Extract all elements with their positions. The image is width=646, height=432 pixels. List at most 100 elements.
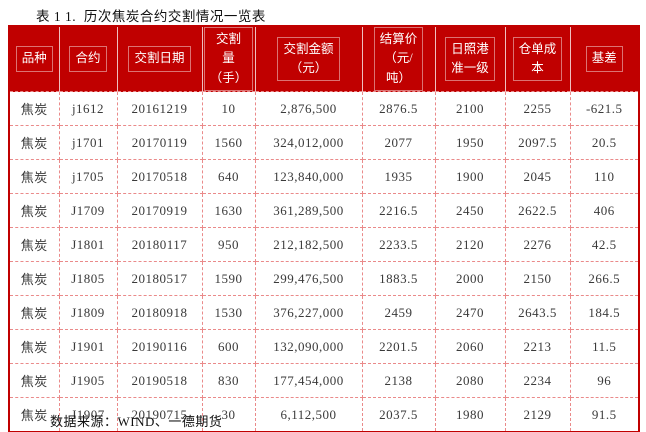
table-cell: 2255 <box>504 91 571 127</box>
table-cell: 184.5 <box>569 295 640 331</box>
table-cell: 361,289,500 <box>254 193 363 229</box>
header-cell-variety: 品种 <box>9 26 60 92</box>
table-row: 焦炭 j1701 20170119 1560 324,012,000 2077 1950 20… <box>8 125 640 161</box>
table-cell: 焦炭 <box>8 193 60 229</box>
table-row: 焦炭 J1805 20180517 1590 299,476,500 1883.5 2000… <box>8 261 640 297</box>
table-cell: 焦炭 <box>8 159 60 195</box>
table-cell: 1630 <box>201 193 256 229</box>
table-cell: 2876.5 <box>361 91 436 127</box>
header-label: 日照港 准一级 <box>445 36 495 82</box>
table-cell: 2643.5 <box>504 295 571 331</box>
table-cell: 2060 <box>434 329 506 365</box>
table-cell: 1950 <box>434 125 506 161</box>
table-cell: 焦炭 <box>8 329 60 365</box>
table-cell: 1980 <box>434 397 506 432</box>
table-cell: 640 <box>201 159 256 195</box>
table-row: 焦炭 J1709 20170919 1630 361,289,500 2216.5 2450… <box>8 193 640 229</box>
table-cell: 20170919 <box>116 193 203 229</box>
table-cell: 20190715 <box>116 397 203 432</box>
header-cell-rizhao-port-grade: 日照港 准一级 <box>435 26 506 92</box>
table-cell: 2216.5 <box>361 193 436 229</box>
table-cell: 2150 <box>504 261 571 297</box>
table-header: 品种 合约 交割日期 交割 量 （手） 交割金额 （元） 结算价 （元/ 吨） … <box>9 26 639 92</box>
table-row: 焦炭 j1612 20161219 10 2,876,500 2876.5 2100 2255… <box>8 91 640 127</box>
table-cell: j1612 <box>58 91 118 127</box>
table-cell: 2037.5 <box>361 397 436 432</box>
table-cell: 1900 <box>434 159 506 195</box>
header-label: 仓单成 本 <box>512 36 563 82</box>
header-cell-warehouse-receipt-cost: 仓单成 本 <box>505 26 571 92</box>
table-cell: 20.5 <box>569 125 640 161</box>
table-cell: 6,112,500 <box>254 397 363 432</box>
table-cell: 20170518 <box>116 159 203 195</box>
table-cell: 600 <box>201 329 256 365</box>
table-cell: 1590 <box>201 261 256 297</box>
table-cell: 焦炭 <box>8 295 60 331</box>
table-row: 焦炭 J1905 20190518 830 177,454,000 2138 2080 223… <box>8 363 640 399</box>
table-cell: 2000 <box>434 261 506 297</box>
table-cell: 91.5 <box>569 397 640 432</box>
data-source-note: 数据来源：WIND、一德期货 <box>50 414 223 429</box>
header-cell-settlement-price: 结算价 （元/ 吨） <box>362 26 436 92</box>
table-cell: 950 <box>201 227 256 263</box>
header-cell-delivery-date: 交割日期 <box>117 26 203 92</box>
table-cell: 2097.5 <box>504 125 571 161</box>
header-cell-contract: 合约 <box>59 26 118 92</box>
table-row: 焦炭 J1901 20190116 600 132,090,000 2201.5 2060 2… <box>8 329 640 365</box>
table-cell: J1801 <box>58 227 118 263</box>
table-cell: 焦炭 <box>8 91 60 127</box>
table-cell: 177,454,000 <box>254 363 363 399</box>
table-cell: 2234 <box>504 363 571 399</box>
table-cell: 406 <box>569 193 640 229</box>
table-cell: J1809 <box>58 295 118 331</box>
header-cell-delivery-volume: 交割 量 （手） <box>202 26 256 92</box>
table-cell: J1905 <box>58 363 118 399</box>
table-cell: 焦炭 <box>8 397 60 432</box>
table-cell: 20190518 <box>116 363 203 399</box>
table-cell: 2450 <box>434 193 506 229</box>
table-cell: J1805 <box>58 261 118 297</box>
table-cell: 96 <box>569 363 640 399</box>
header-label: 合约 <box>69 46 107 72</box>
table-cell: 2129 <box>504 397 571 432</box>
table-cell: 20180117 <box>116 227 203 263</box>
header-label: 交割日期 <box>128 46 191 72</box>
table-cell: 20170119 <box>116 125 203 161</box>
table-cell: 1883.5 <box>361 261 436 297</box>
table-cell: 20180918 <box>116 295 203 331</box>
table-cell: 焦炭 <box>8 261 60 297</box>
table-cell: 11.5 <box>569 329 640 365</box>
delivery-history-table: 品种 合约 交割日期 交割 量 （手） 交割金额 （元） 结算价 （元/ 吨） … <box>8 25 640 432</box>
header-label: 交割 量 （手） <box>203 27 254 92</box>
table-cell: j1701 <box>58 125 118 161</box>
table-row: 焦炭 J1809 20180918 1530 376,227,000 2459 2470 26… <box>8 295 640 331</box>
table-cell: 2470 <box>434 295 506 331</box>
table-cell: 2045 <box>504 159 571 195</box>
header-label: 交割金额 （元） <box>277 36 340 82</box>
table-cell: 123,840,000 <box>254 159 363 195</box>
table-cell: 324,012,000 <box>254 125 363 161</box>
table-cell: 2100 <box>434 91 506 127</box>
table-cell: 2622.5 <box>504 193 571 229</box>
table-cell: 20180517 <box>116 261 203 297</box>
table-row: 焦炭 J1907 20190715 30 6,112,500 2037.5 1980 2129… <box>8 397 640 432</box>
table-cell: 110 <box>569 159 640 195</box>
table-cell: 299,476,500 <box>254 261 363 297</box>
table-cell: 2080 <box>434 363 506 399</box>
table-cell: 830 <box>201 363 256 399</box>
header-label: 品种 <box>15 46 53 72</box>
table-cell: 1560 <box>201 125 256 161</box>
table-row: 焦炭 j1705 20170518 640 123,840,000 1935 1900 204… <box>8 159 640 195</box>
table-cell: 376,227,000 <box>254 295 363 331</box>
table-cell: 2077 <box>361 125 436 161</box>
table-cell: 2120 <box>434 227 506 263</box>
table-cell: 2213 <box>504 329 571 365</box>
header-row: 品种 合约 交割日期 交割 量 （手） 交割金额 （元） 结算价 （元/ 吨） … <box>9 26 639 92</box>
table-cell: 20190116 <box>116 329 203 365</box>
table-cell: 10 <box>201 91 256 127</box>
table-cell: 焦炭 <box>8 363 60 399</box>
table-cell: 2201.5 <box>361 329 436 365</box>
table-cell: 2459 <box>361 295 436 331</box>
header-label: 结算价 （元/ 吨） <box>373 27 424 92</box>
